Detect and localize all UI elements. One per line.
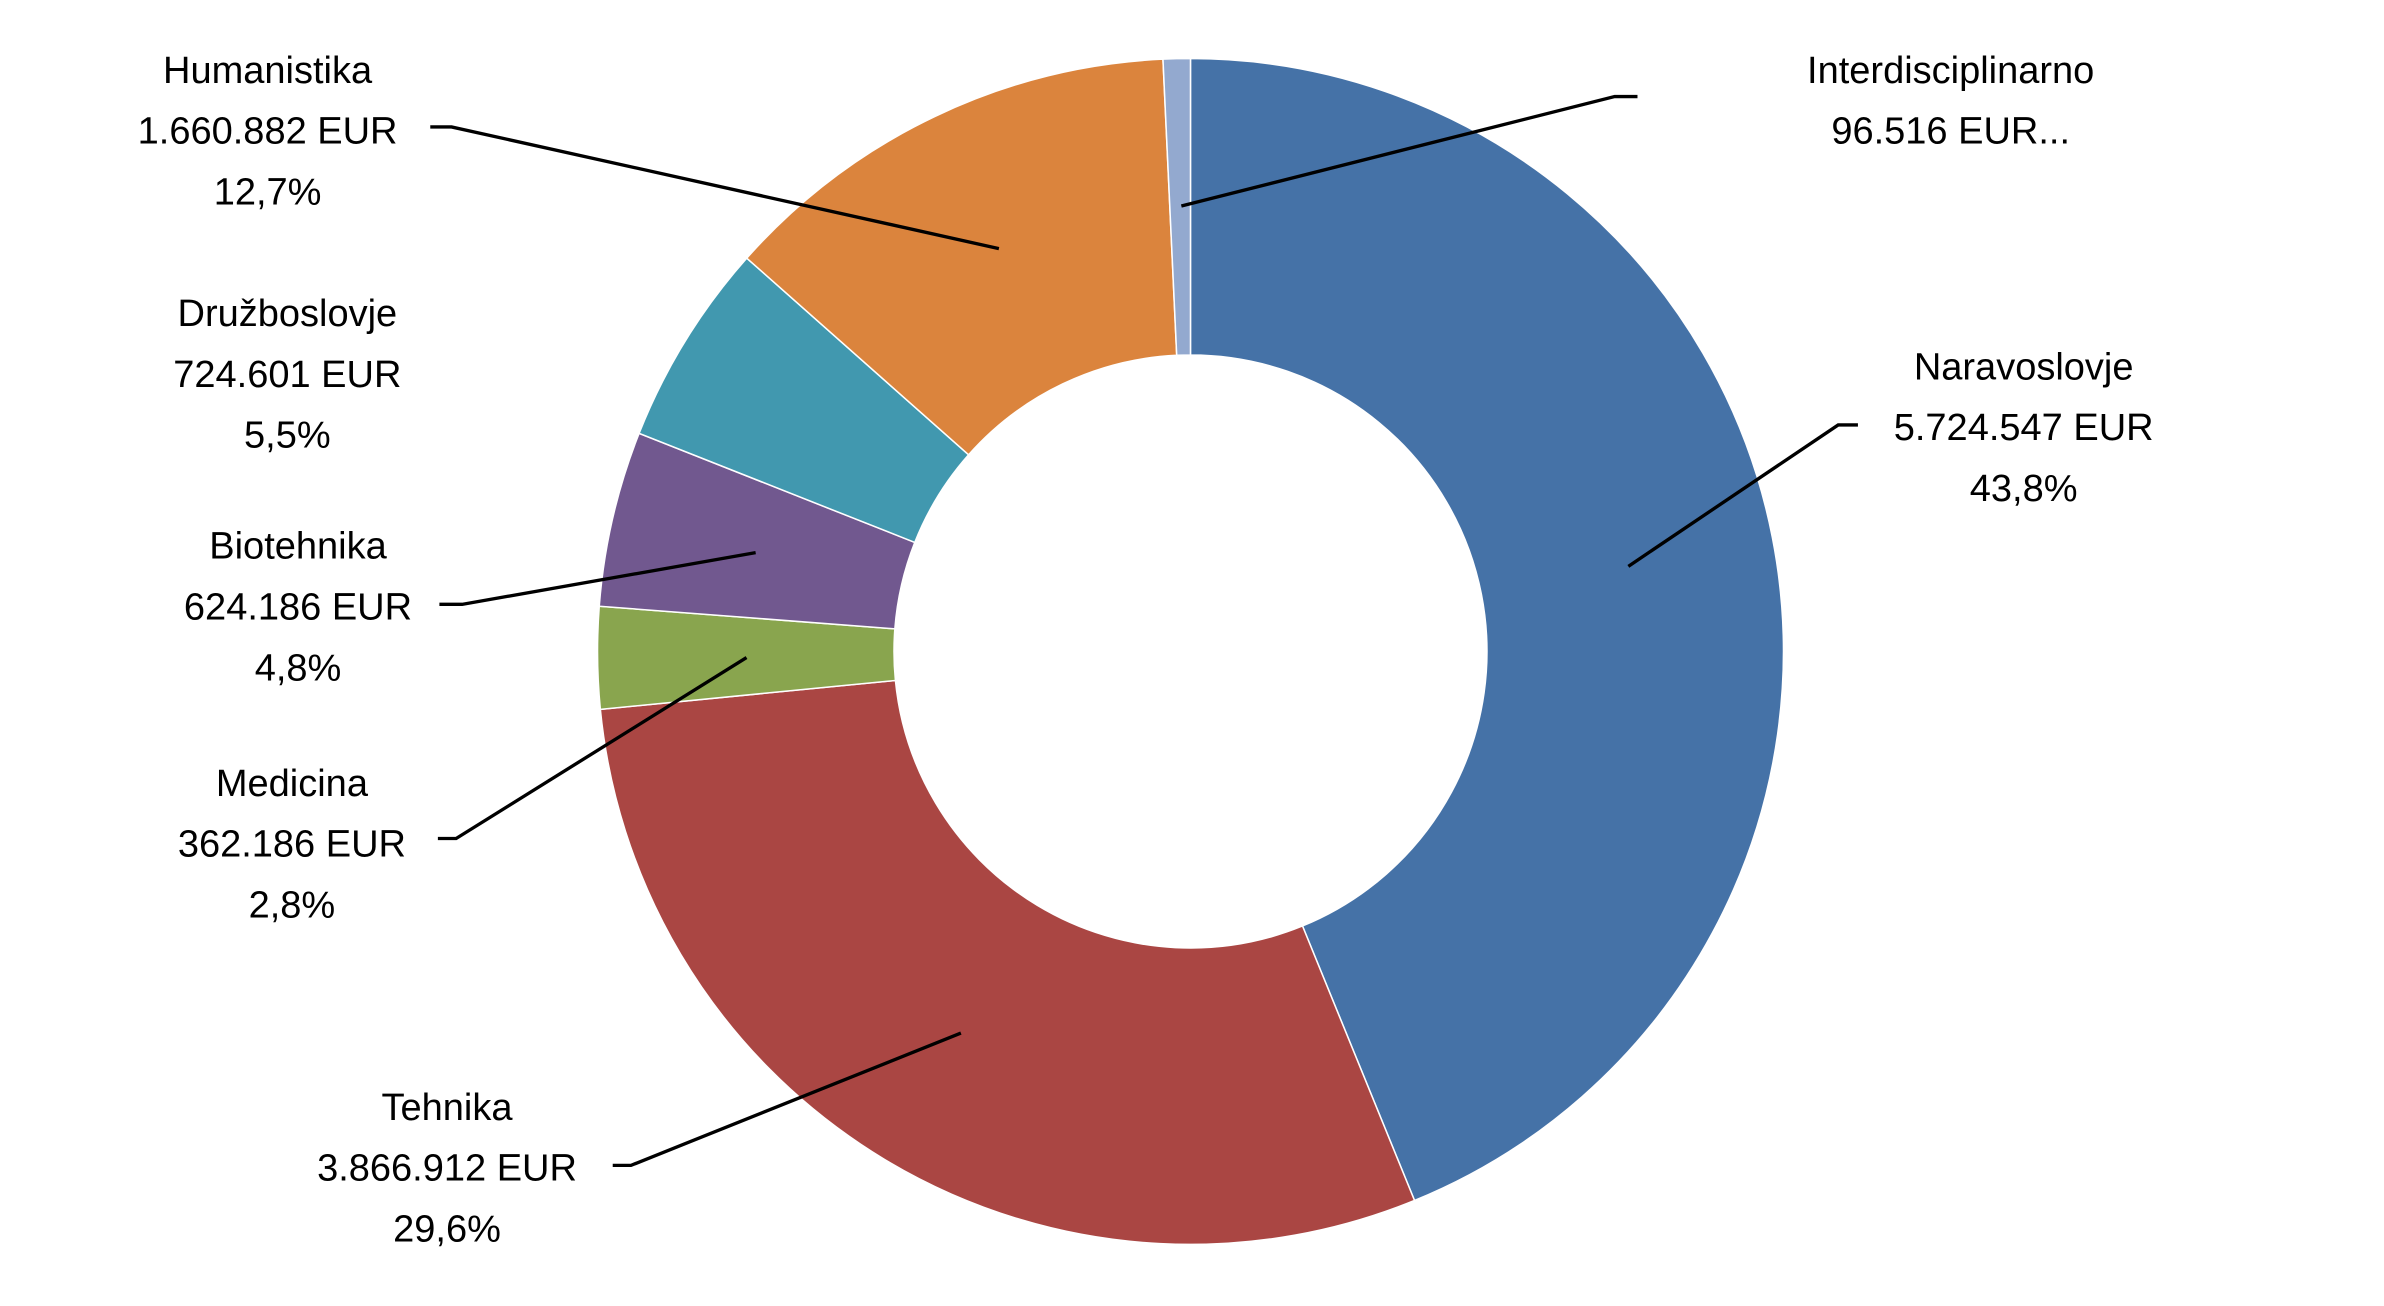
label-percent-label: 2,8% [249,885,336,927]
label-name: Humanistika [163,50,373,92]
label-percent-label: 4,8% [255,647,342,689]
label-value-label: 624.186 EUR [184,587,412,629]
leader-line-tehnika [612,1031,962,1168]
leader-line-biotehnika [439,551,756,607]
label-biotehnika: Biotehnika 624.186 EUR 4,8% [184,526,412,690]
label-humanistika: Humanistika 1.660.882 EUR 12,7% [138,50,398,214]
leader-line-naravoslovje [1627,423,1858,568]
label-value-label: 362.186 EUR [178,824,406,866]
label-interdisciplinarno: Interdisciplinarno 96.516 EUR... [1807,50,2094,153]
leader-line-medicina [437,656,748,841]
label-družboslovje: Družboslovje 724.601 EUR 5,5% [173,293,401,457]
slices [596,57,1785,1246]
leader-line-humanistika [430,125,1000,251]
label-naravoslovje: Naravoslovje 5.724.547 EUR 43,8% [1894,346,2154,510]
label-name: Medicina [216,763,369,805]
label-name: Družboslovje [178,293,398,335]
label-name: Tehnika [382,1087,514,1129]
label-name: Naravoslovje [1914,346,2134,388]
label-value-label: 5.724.547 EUR [1894,407,2154,449]
label-percent-label: 29,6% [393,1208,501,1250]
data-labels: Naravoslovje 5.724.547 EUR 43,8% Tehnika 3.8… [138,50,2154,1251]
slice-humanistika [745,58,1178,456]
slice-naravoslovje [1189,57,1785,1202]
label-name: Interdisciplinarno [1807,50,2094,92]
slice-interdisciplinarno [1162,57,1192,357]
label-name: Biotehnika [209,526,387,568]
label-tehnika: Tehnika 3.866.912 EUR 29,6% [317,1087,577,1251]
label-percent-label: 43,8% [1970,468,2078,510]
label-value-label: 724.601 EUR [173,354,401,396]
label-value-label: 3.866.912 EUR [317,1148,577,1190]
leader-line-interdisciplinarno [1180,94,1638,208]
label-value-label: 96.516 EUR... [1831,111,2070,153]
label-value-label: 1.660.882 EUR [138,111,398,153]
label-medicina: Medicina 362.186 EUR 2,8% [178,763,406,927]
leader-lines [430,94,1858,1168]
label-percent-label: 12,7% [214,171,322,213]
label-percent-label: 5,5% [244,415,331,457]
slice-tehnika [599,679,1416,1246]
